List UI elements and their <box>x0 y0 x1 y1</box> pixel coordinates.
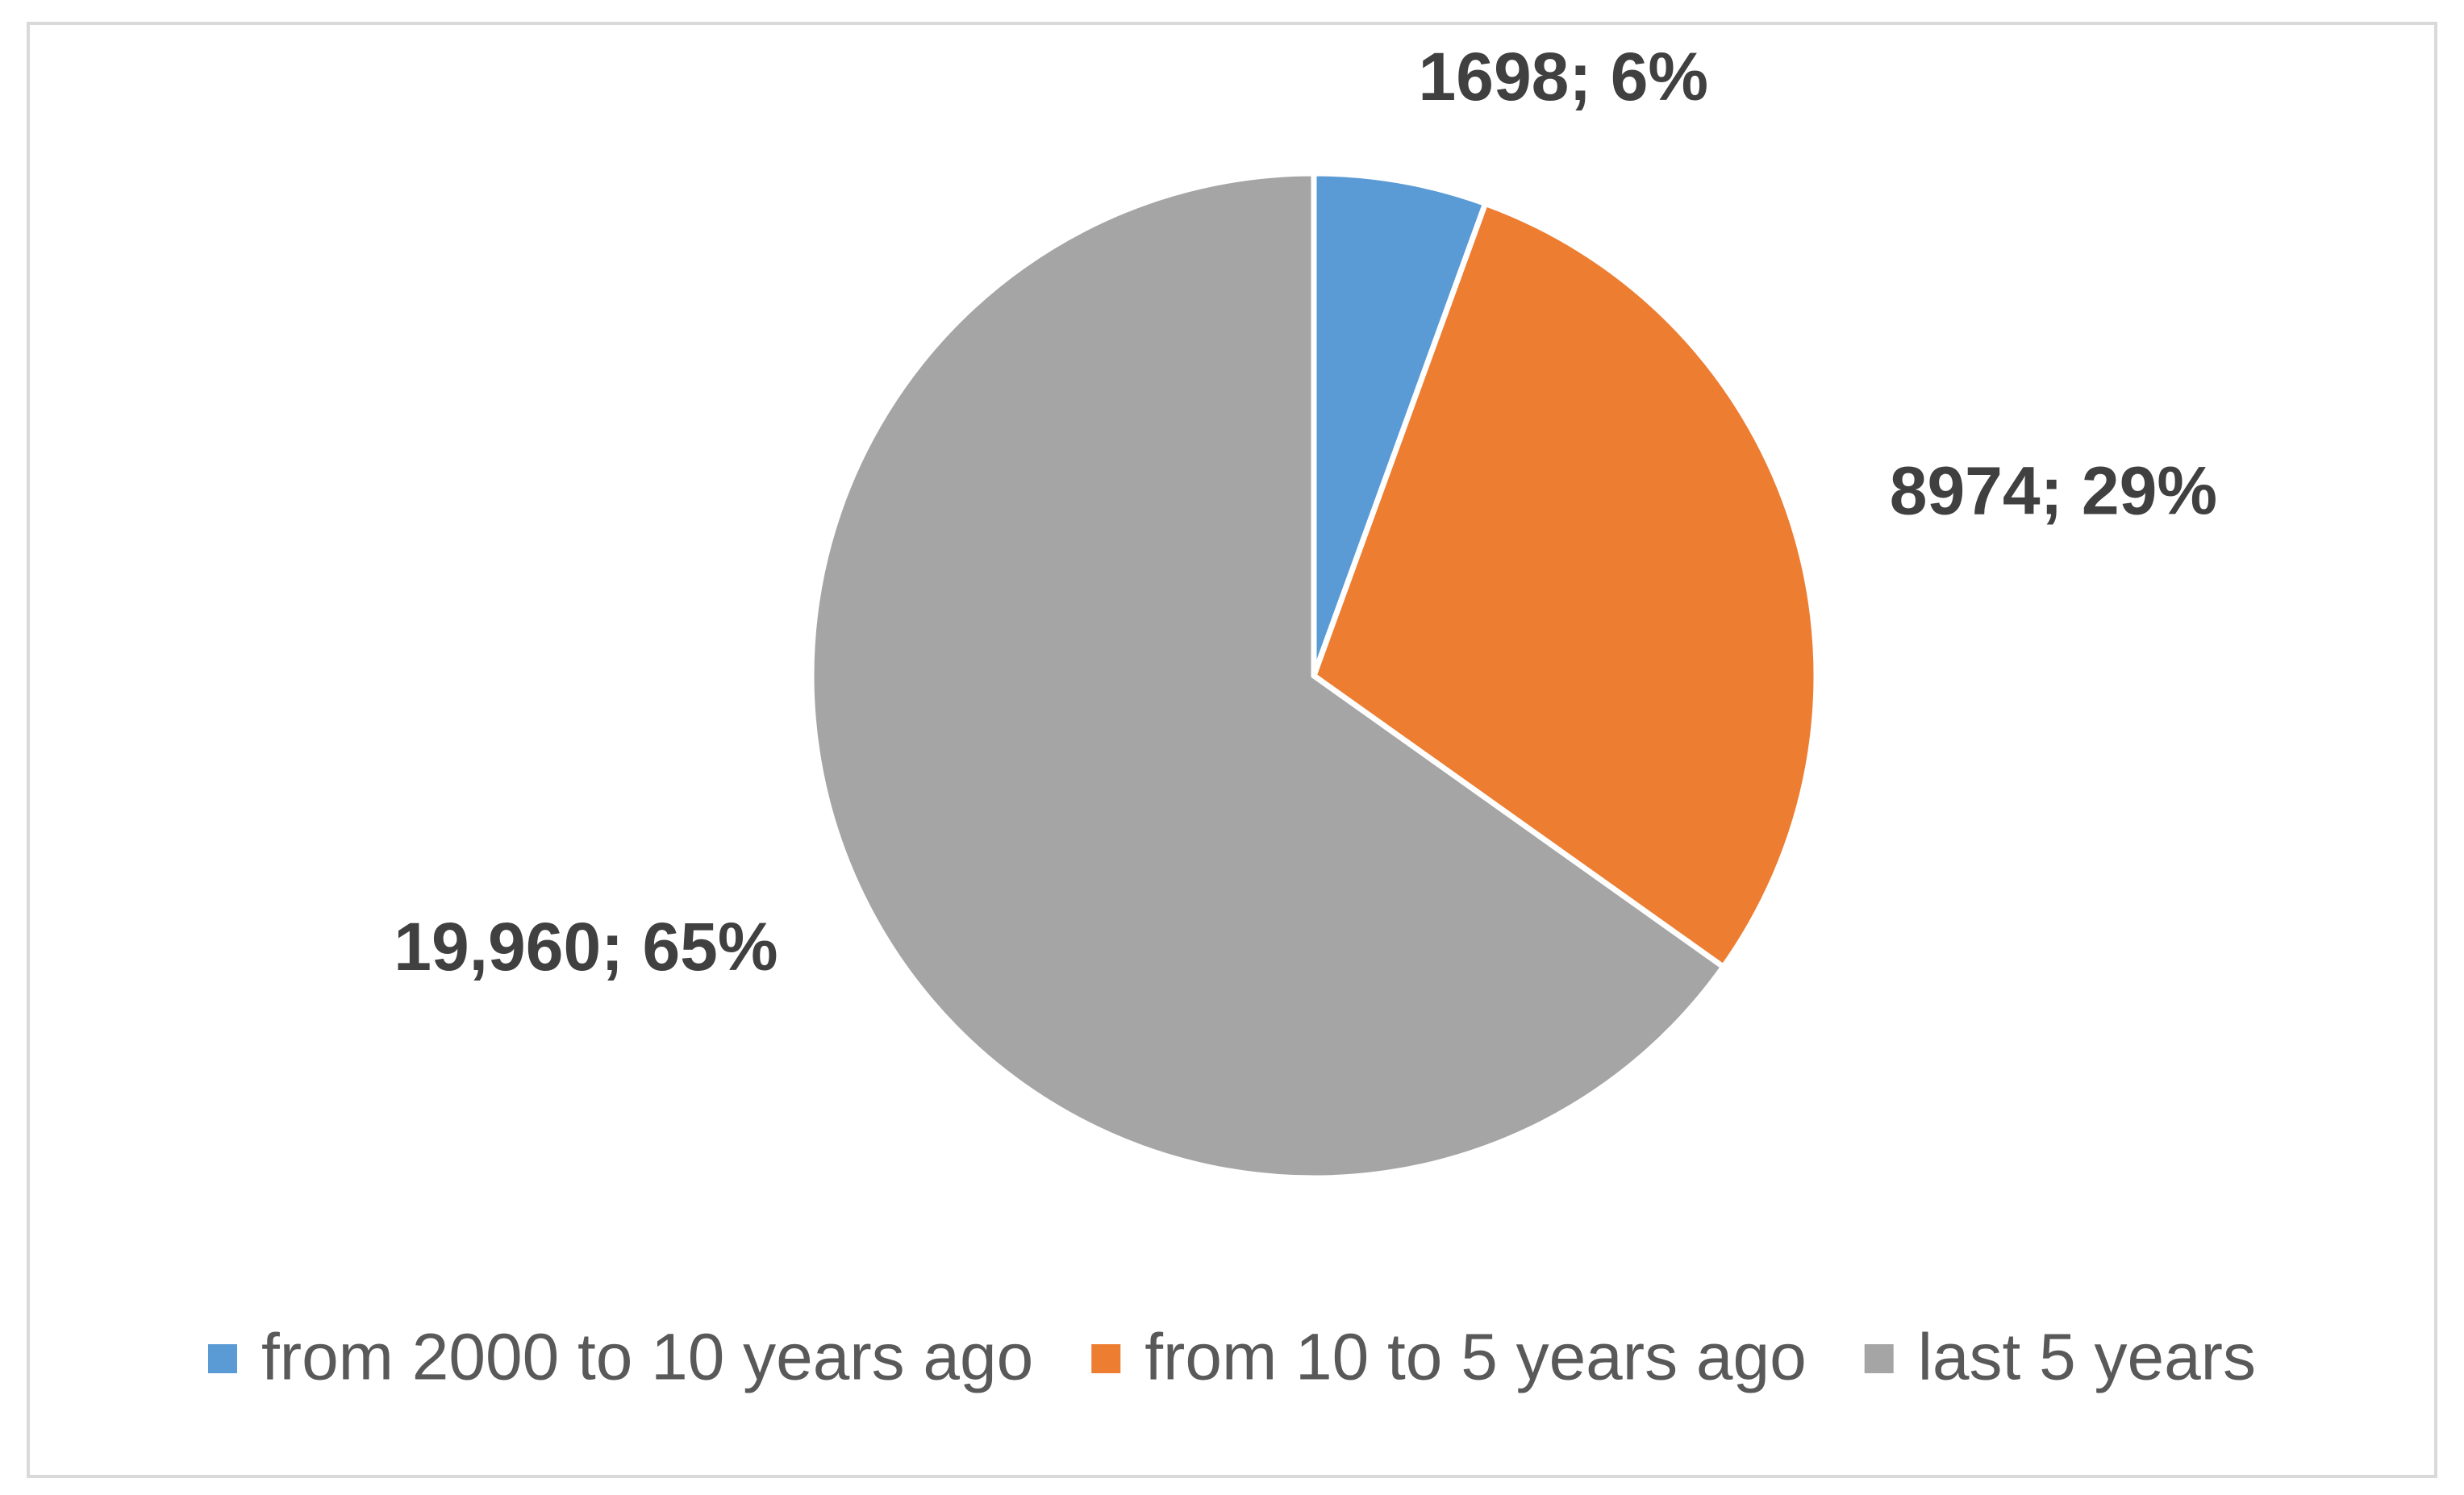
legend-swatch <box>1864 1344 1894 1373</box>
legend-swatch <box>1091 1344 1121 1373</box>
legend-swatch <box>207 1344 237 1373</box>
data-label: 1698; 6% <box>1419 39 1709 115</box>
legend-label: last 5 years <box>1918 1321 2256 1394</box>
legend-label: from 2000 to 10 years ago <box>261 1321 1033 1394</box>
data-label: 19,960; 65% <box>394 909 778 985</box>
data-label: 8974; 29% <box>1890 453 2217 529</box>
pie-slice <box>808 170 1728 1181</box>
legend-label: from 10 to 5 years ago <box>1144 1321 1806 1394</box>
pie-slice <box>1310 199 1820 971</box>
